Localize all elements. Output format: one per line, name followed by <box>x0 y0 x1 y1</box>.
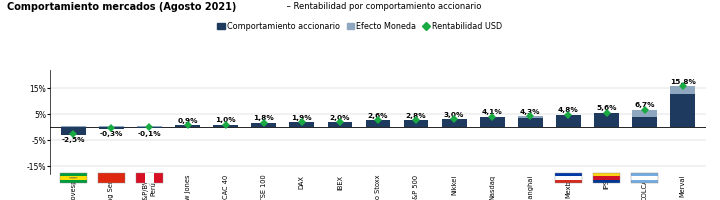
Bar <box>593 173 620 183</box>
Text: 1,8%: 1,8% <box>253 115 274 121</box>
Text: 4,8%: 4,8% <box>558 107 579 113</box>
Text: 2,8%: 2,8% <box>406 113 426 119</box>
Bar <box>137 126 162 127</box>
Bar <box>404 120 428 127</box>
Bar <box>145 173 154 183</box>
Bar <box>60 173 86 176</box>
Bar <box>442 119 467 127</box>
Bar <box>136 173 163 183</box>
Bar <box>631 176 658 180</box>
Bar <box>555 176 582 180</box>
Legend: Comportamiento accionario, Efecto Moneda, Rentabilidad USD: Comportamiento accionario, Efecto Moneda… <box>217 22 503 31</box>
Bar <box>593 176 620 180</box>
Text: 2,0%: 2,0% <box>330 115 350 121</box>
Bar <box>480 117 505 127</box>
Text: 1,9%: 1,9% <box>292 115 312 121</box>
Text: 2,6%: 2,6% <box>368 113 388 119</box>
Text: 0,9%: 0,9% <box>177 118 198 124</box>
Bar <box>555 180 582 183</box>
Bar <box>251 123 276 127</box>
Text: 15,8%: 15,8% <box>670 79 696 85</box>
Text: -0,3%: -0,3% <box>99 131 123 137</box>
Text: Comportamiento mercados (Agosto 2021): Comportamiento mercados (Agosto 2021) <box>7 2 237 12</box>
Bar <box>670 94 695 127</box>
Bar <box>328 122 352 127</box>
Bar <box>556 115 581 127</box>
Bar <box>60 173 86 183</box>
Text: -2,5%: -2,5% <box>61 137 85 143</box>
Bar <box>555 173 582 183</box>
Bar <box>60 176 86 180</box>
Text: -0,1%: -0,1% <box>138 131 161 137</box>
Bar <box>289 122 314 127</box>
Text: 4,1%: 4,1% <box>482 109 503 115</box>
Text: 5,6%: 5,6% <box>596 105 617 111</box>
Bar <box>99 127 124 129</box>
Bar <box>61 126 86 127</box>
Bar <box>137 127 162 128</box>
Bar <box>518 116 543 118</box>
Text: 4,3%: 4,3% <box>520 109 541 115</box>
Bar <box>631 173 658 183</box>
Bar <box>518 118 543 127</box>
Bar <box>593 173 620 176</box>
Bar <box>593 180 620 183</box>
Bar <box>670 86 695 94</box>
Bar <box>213 125 238 127</box>
Bar <box>631 180 658 183</box>
Bar <box>61 127 86 135</box>
Bar <box>99 126 124 127</box>
Bar <box>136 173 163 183</box>
Bar <box>555 173 582 176</box>
Text: 1,0%: 1,0% <box>215 117 236 123</box>
Text: 6,7%: 6,7% <box>634 102 655 108</box>
Bar <box>631 173 658 176</box>
Bar <box>632 110 657 117</box>
Text: – Rentabilidad por comportamiento accionario: – Rentabilidad por comportamiento accion… <box>284 2 482 11</box>
Bar <box>98 173 125 183</box>
Bar <box>175 125 200 127</box>
Bar <box>60 180 86 183</box>
Bar <box>98 173 125 183</box>
Text: 3,0%: 3,0% <box>444 112 464 118</box>
Bar <box>366 120 390 127</box>
Bar <box>594 113 619 127</box>
Bar <box>632 117 657 127</box>
